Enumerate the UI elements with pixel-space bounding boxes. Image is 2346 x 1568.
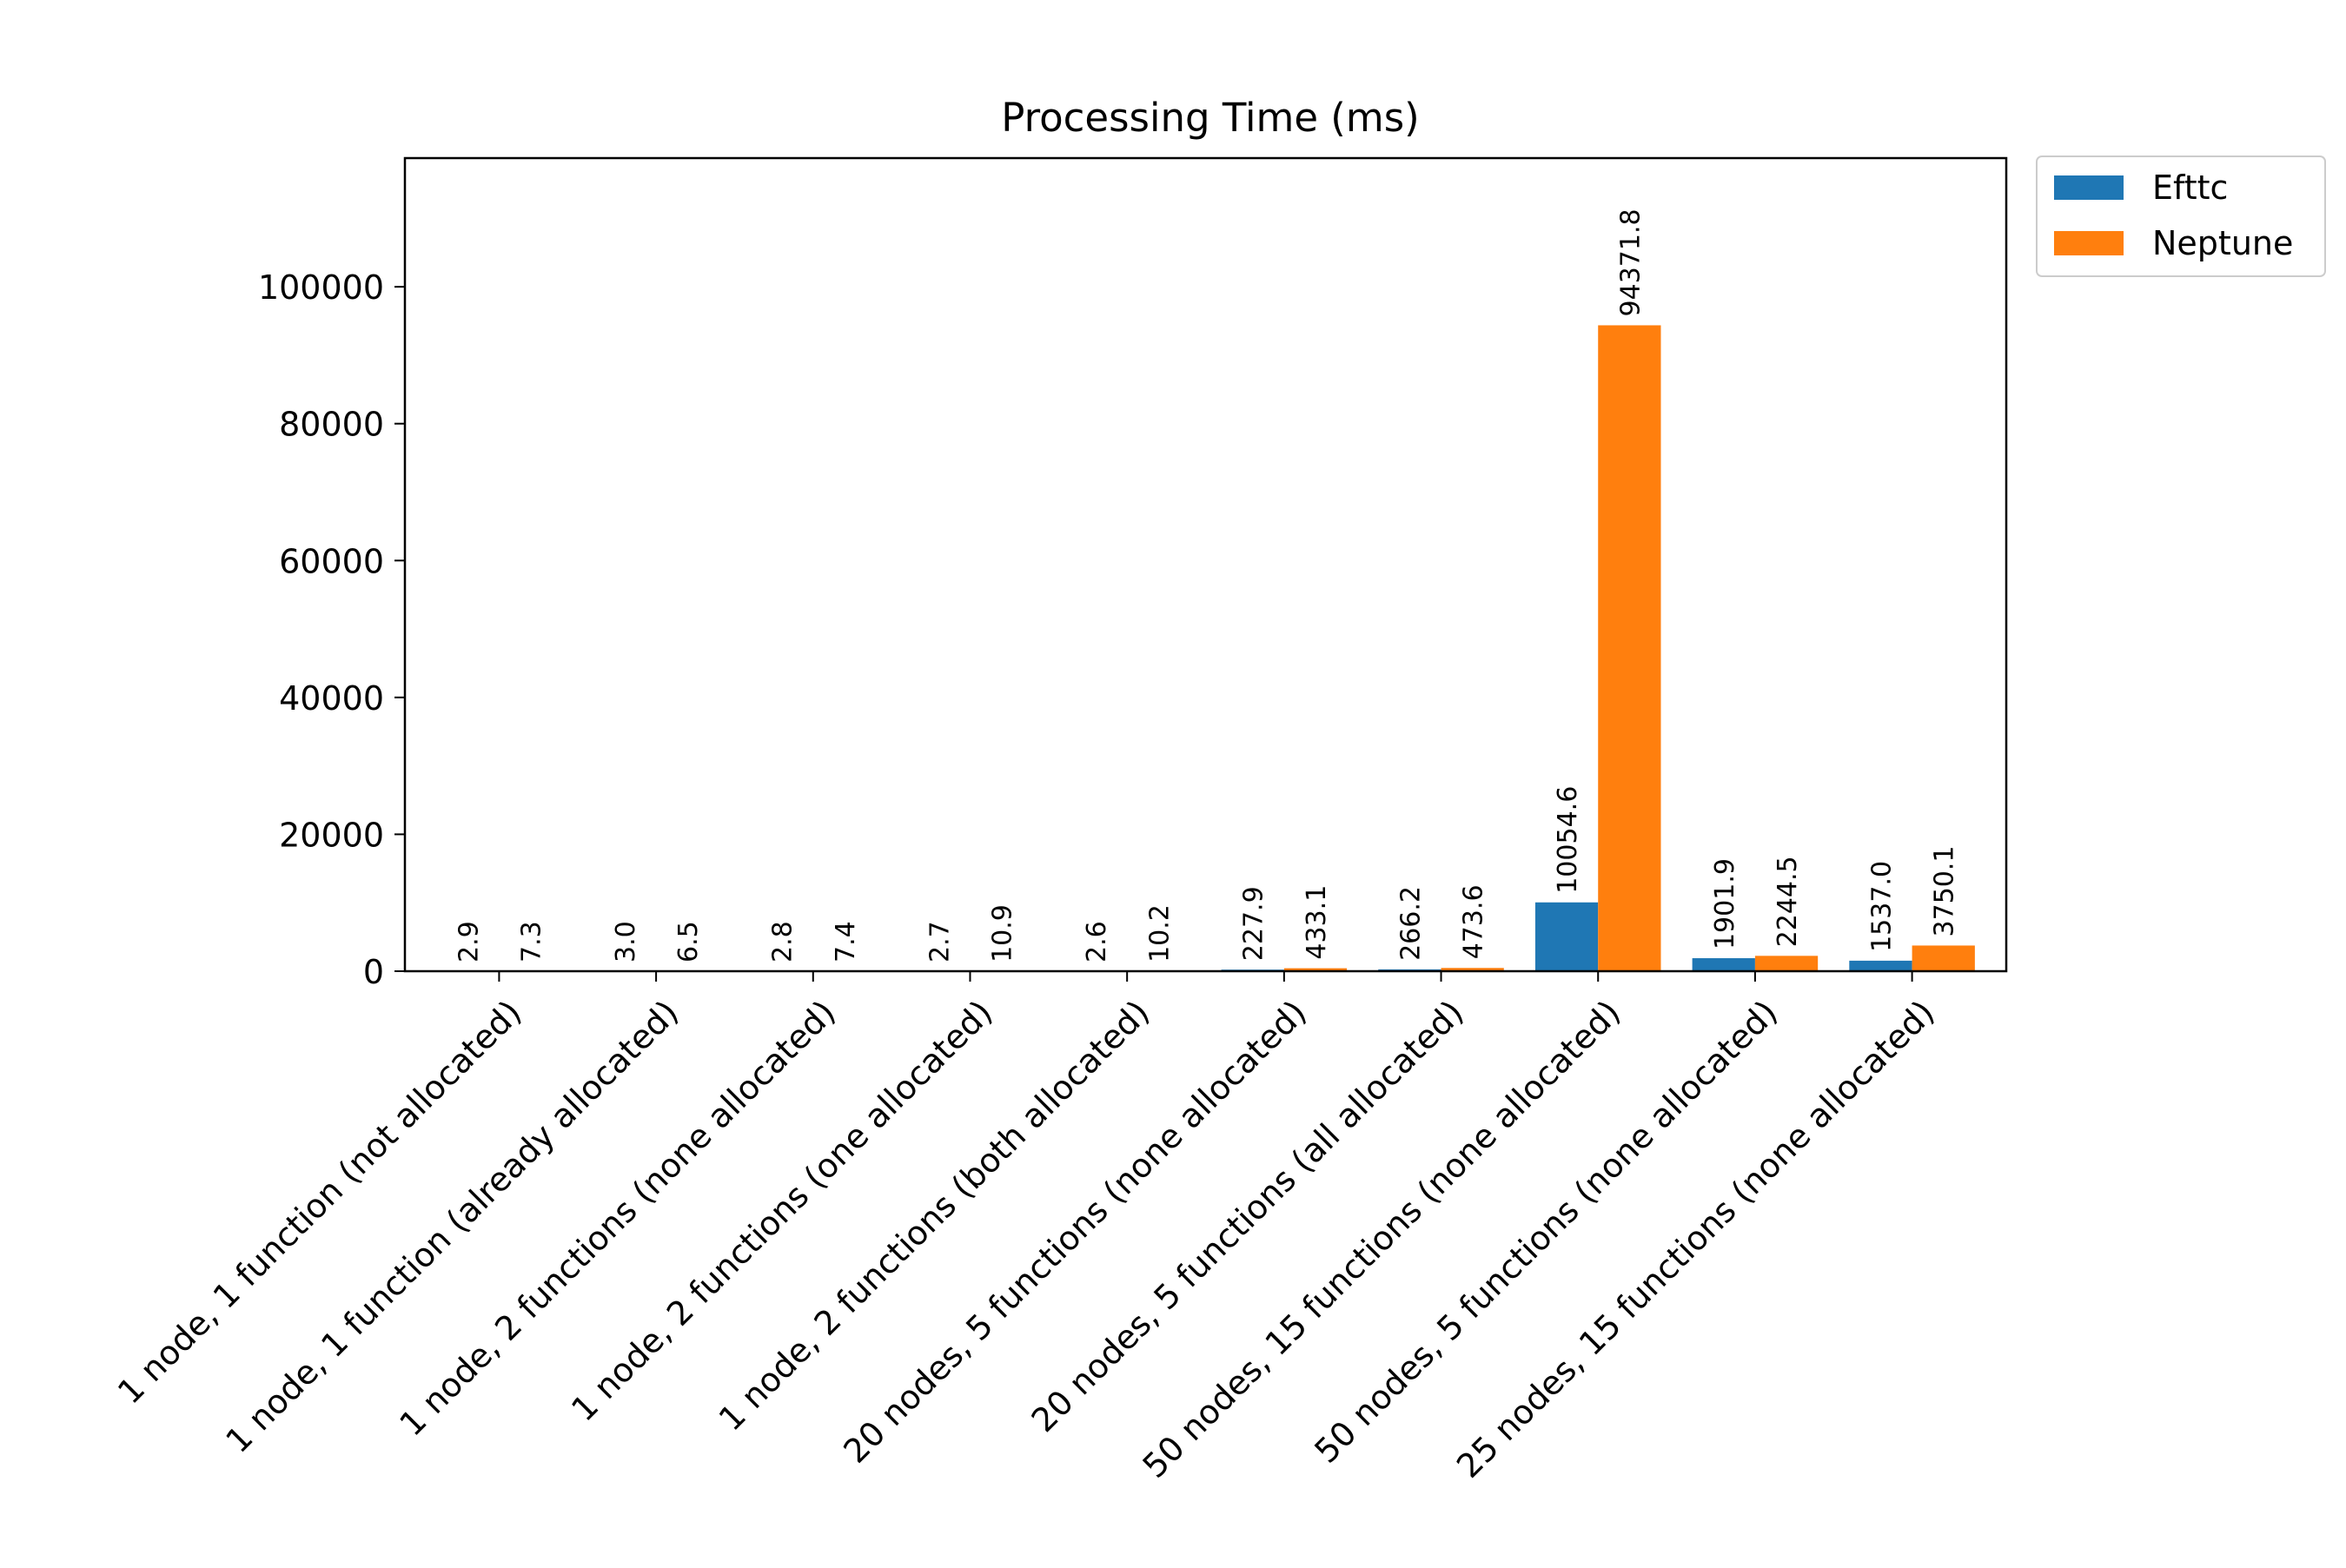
bar-neptune-8 <box>1755 956 1818 971</box>
bar-value-label-neptune-9: 3750.1 <box>1930 845 1960 936</box>
legend-label-efttc: Efttc <box>2152 169 2228 207</box>
legend-swatch-efttc <box>2054 175 2124 200</box>
y-tick-label-1: 20000 <box>279 816 384 854</box>
bar-value-label-efttc-4: 2.6 <box>1082 921 1112 963</box>
bar-value-label-neptune-2: 7.4 <box>831 921 861 963</box>
bar-value-label-neptune-6: 473.6 <box>1459 884 1489 959</box>
bar-value-label-neptune-7: 94371.8 <box>1615 208 1646 316</box>
bar-value-label-efttc-1: 3.0 <box>611 921 641 963</box>
bar-neptune-7 <box>1598 325 1660 971</box>
bar-value-label-neptune-5: 433.1 <box>1302 885 1332 960</box>
bar-efttc-7 <box>1535 903 1598 971</box>
bar-value-label-efttc-3: 2.7 <box>924 921 955 963</box>
bar-value-label-efttc-8: 1901.9 <box>1710 858 1740 949</box>
legend: Efttc Neptune <box>2037 156 2325 276</box>
bar-value-label-neptune-1: 6.5 <box>673 921 704 963</box>
legend-swatch-neptune <box>2054 231 2124 255</box>
bar-efttc-9 <box>1849 961 1912 971</box>
bar-value-label-efttc-0: 2.9 <box>454 921 484 963</box>
y-tick-label-4: 80000 <box>279 406 384 444</box>
y-tick-label-2: 40000 <box>279 679 384 718</box>
y-tick-label-0: 0 <box>363 953 384 991</box>
y-tick-label-5: 100000 <box>258 268 384 307</box>
y-tick-label-3: 60000 <box>279 542 384 580</box>
bar-value-label-efttc-9: 1537.0 <box>1866 861 1897 952</box>
bar-value-label-neptune-0: 7.3 <box>517 921 547 963</box>
bar-value-label-neptune-8: 2244.5 <box>1773 856 1803 947</box>
bar-value-label-efttc-5: 227.9 <box>1239 886 1269 961</box>
bar-value-label-efttc-2: 2.8 <box>768 921 799 963</box>
bar-efttc-8 <box>1693 958 1755 971</box>
legend-label-neptune: Neptune <box>2152 224 2293 262</box>
bar-neptune-9 <box>1912 945 1975 971</box>
bar-value-label-neptune-3: 10.9 <box>988 904 1018 963</box>
bar-value-label-efttc-6: 266.2 <box>1395 886 1426 961</box>
bar-value-label-efttc-7: 10054.6 <box>1553 786 1583 894</box>
chart-title: Processing Time (ms) <box>1001 95 1419 141</box>
bar-value-label-neptune-4: 10.2 <box>1144 904 1175 963</box>
